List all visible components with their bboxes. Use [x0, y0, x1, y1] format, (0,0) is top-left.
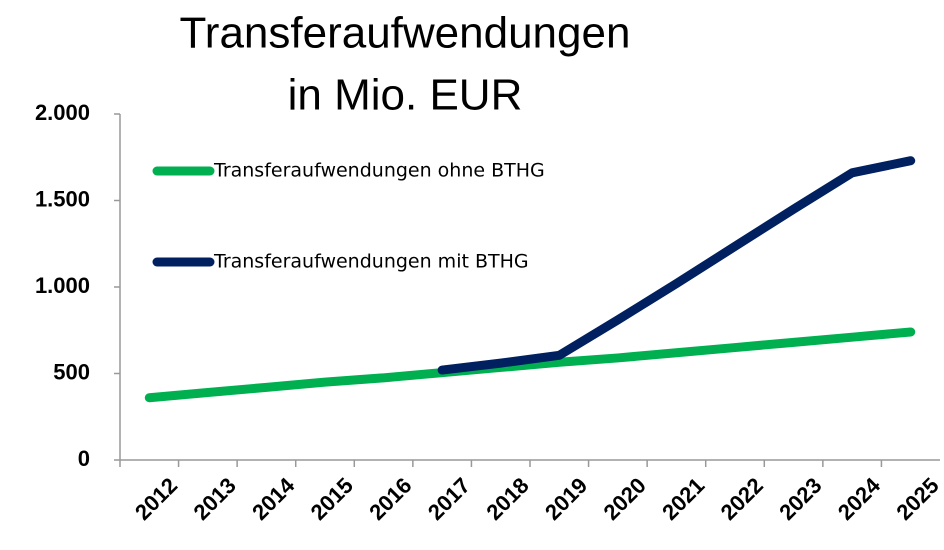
x-tick-label: 2014	[247, 472, 300, 525]
x-tick-label: 2017	[423, 473, 475, 525]
x-tick-label: 2012	[130, 473, 182, 525]
legend-label: Transferaufwendungen mit BTHG	[213, 251, 529, 273]
legend-label: Transferaufwendungen ohne BTHG	[213, 160, 545, 182]
chart-title: Transferaufwendungen	[180, 9, 631, 58]
x-tick-label: 2020	[599, 473, 651, 525]
y-tick-label: 0	[78, 446, 90, 471]
x-tick-label: 2016	[364, 473, 416, 525]
x-tick-label: 2013	[189, 473, 241, 525]
x-tick-label: 2018	[481, 473, 533, 525]
y-tick-label: 1.500	[35, 186, 90, 211]
x-tick-label: 2022	[716, 473, 768, 525]
x-tick-label: 2019	[540, 473, 592, 525]
x-tick-label: 2023	[774, 473, 826, 525]
x-tick-label: 2015	[306, 473, 358, 525]
y-tick-label: 500	[53, 359, 90, 384]
x-tick-label: 2024	[833, 472, 886, 525]
data-line	[437, 156, 916, 375]
x-tick-label: 2021	[657, 473, 709, 525]
x-tick-label: 2025	[891, 473, 943, 525]
y-tick-label: 2.000	[35, 100, 90, 125]
data-line	[144, 327, 916, 403]
chart-title: in Mio. EUR	[288, 71, 523, 120]
y-tick-label: 1.000	[35, 273, 90, 298]
